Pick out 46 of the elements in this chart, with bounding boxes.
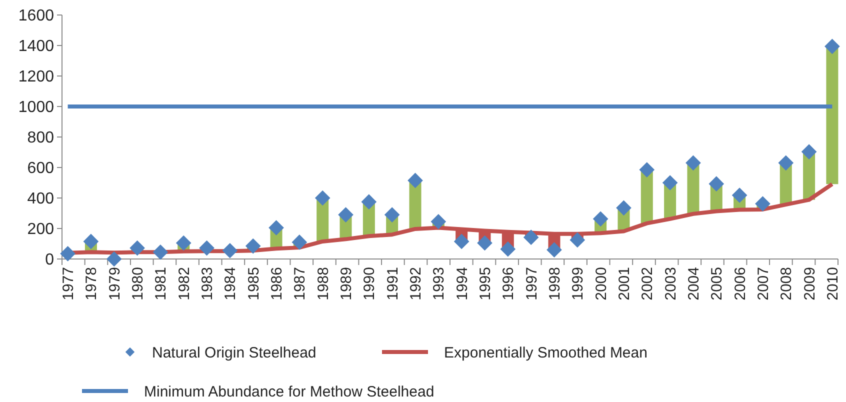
x-tick-label: 1992 [408, 267, 425, 300]
x-tick-label: 2009 [801, 267, 818, 300]
y-tick-label: 0 [45, 252, 54, 269]
y-tick-label: 800 [27, 130, 54, 147]
y-tick-label: 400 [27, 190, 54, 208]
x-tick-label: 2001 [616, 267, 633, 300]
x-tick-label: 1982 [176, 267, 193, 300]
x-tick-label: 1985 [245, 267, 262, 300]
x-tick-label: 1997 [523, 267, 540, 300]
x-tick-label: 1977 [60, 267, 78, 300]
x-tick-label: 1987 [292, 267, 309, 300]
x-tick-label: 1993 [430, 267, 448, 300]
y-tick-label: 600 [27, 160, 54, 178]
x-tick-label: 1981 [152, 267, 170, 300]
x-tick-label: 1984 [222, 267, 240, 300]
x-tick-label: 2007 [754, 267, 772, 300]
legend-label: Minimum Abundance for Methow Steelhead [144, 383, 434, 400]
x-tick-label: 1991 [384, 267, 402, 300]
x-tick-label: 2002 [639, 267, 656, 300]
x-tick-label: 1990 [361, 267, 378, 300]
y-tick-label: 1600 [18, 8, 54, 25]
y-tick-label: 200 [27, 221, 54, 238]
y-tick-label: 1400 [18, 38, 54, 56]
y-tick-label: 1200 [18, 68, 54, 86]
x-tick-label: 1983 [199, 267, 216, 300]
x-tick-label: 1999 [570, 267, 587, 300]
x-tick-label: 2006 [732, 267, 749, 300]
x-tick-label: 1986 [268, 267, 286, 300]
x-tick-label: 1989 [338, 267, 356, 300]
x-tick-label: 2003 [662, 267, 680, 300]
x-tick-label: 2005 [708, 267, 726, 300]
x-tick-label: 2008 [778, 267, 796, 300]
y-tick-label: 1000 [18, 99, 54, 116]
x-tick-label: 2010 [824, 267, 842, 300]
legend-label: Natural Origin Steelhead [152, 344, 316, 362]
x-tick-label: 1996 [500, 267, 518, 300]
legend-label: Exponentially Smoothed Mean [444, 344, 648, 362]
x-tick-label: 1994 [454, 267, 471, 300]
x-tick-label: 1998 [546, 267, 564, 300]
x-tick-label: 1988 [314, 267, 332, 300]
x-tick-label: 2000 [592, 267, 610, 300]
x-tick-label: 1978 [83, 267, 100, 300]
x-tick-label: 1979 [106, 267, 124, 300]
x-tick-label: 1980 [130, 267, 147, 300]
x-tick-label: 1995 [476, 267, 494, 300]
x-tick-label: 2004 [685, 267, 702, 300]
